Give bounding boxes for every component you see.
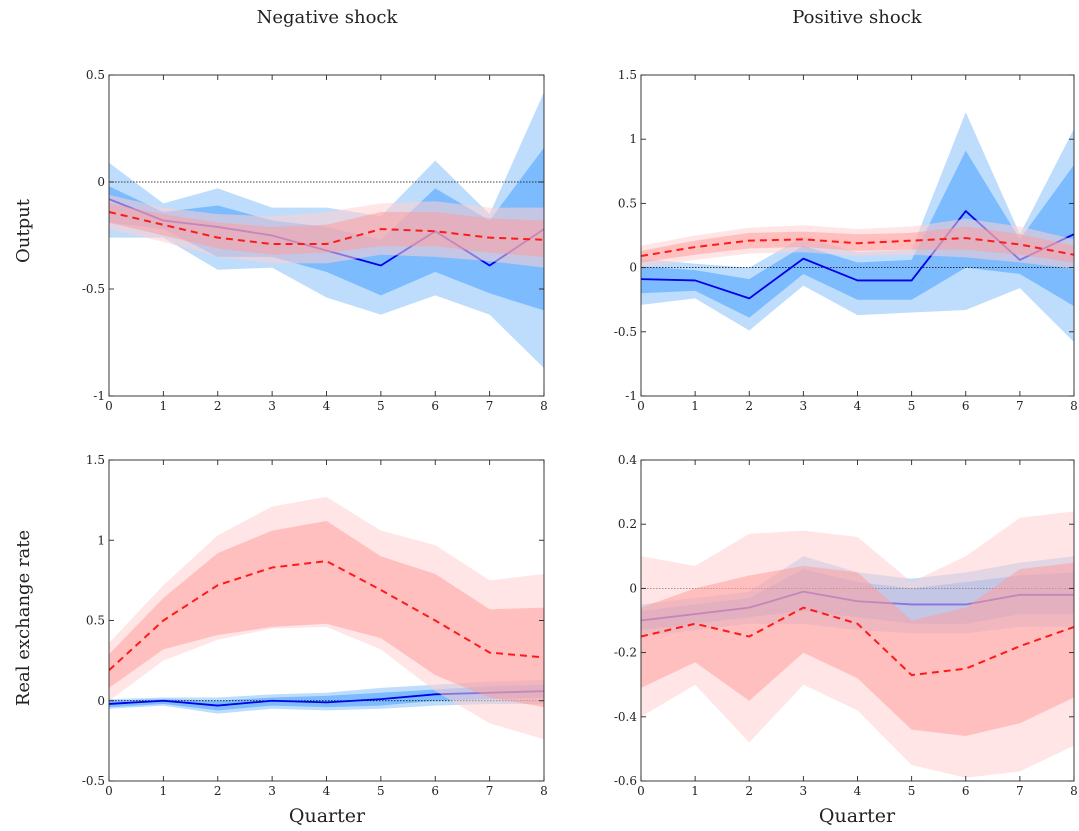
y-tick-label: 0.5 xyxy=(86,614,105,628)
x-tick-label: 3 xyxy=(268,399,276,413)
x-tick-label: 3 xyxy=(268,784,276,798)
y-tick-label: -0.2 xyxy=(614,646,637,660)
x-tick-label: 0 xyxy=(105,399,113,413)
x-tick-label: 0 xyxy=(105,784,113,798)
x-tick-label: 8 xyxy=(540,784,548,798)
row-title-output: Output xyxy=(13,198,34,263)
x-axis-label-left: Quarter xyxy=(289,805,366,827)
x-tick-label: 3 xyxy=(800,399,808,413)
panel-output-positive: -1 -0.5 0 0.5 1 1.5 0 1 2 3 4 5 6 7 8 xyxy=(614,68,1078,413)
panel-rer-negative: -0.500.511.50 1 2 3 4 5 6 7 8 xyxy=(82,453,548,798)
x-tick-label: 4 xyxy=(854,784,862,798)
y-tick-label: 0 xyxy=(97,175,105,189)
x-tick-label: 4 xyxy=(323,399,331,413)
x-tick-label: 5 xyxy=(377,399,385,413)
y-tick-label: 0.4 xyxy=(618,453,637,467)
x-tick-label: 0 xyxy=(637,399,645,413)
x-tick-label: 2 xyxy=(214,399,222,413)
y-tick-label: 0 xyxy=(629,261,637,275)
x-tick-label: 8 xyxy=(540,399,548,413)
x-tick-label: 6 xyxy=(431,784,439,798)
x-tick-label: 8 xyxy=(1070,784,1078,798)
x-tick-label: 4 xyxy=(323,784,331,798)
y-tick-label: 1 xyxy=(97,533,105,547)
red-band-inner xyxy=(641,226,1074,263)
y-tick-label: -0.5 xyxy=(82,282,105,296)
y-tick-label: -0.5 xyxy=(614,325,637,339)
blue-band-inner xyxy=(641,150,1074,318)
x-tick-label: 1 xyxy=(160,399,168,413)
y-tick-label: 1.5 xyxy=(86,453,105,467)
column-title-negative: Negative shock xyxy=(257,7,399,28)
x-tick-label: 1 xyxy=(160,784,168,798)
x-tick-label: 6 xyxy=(962,399,970,413)
x-tick-label: 6 xyxy=(431,399,439,413)
plot-area xyxy=(109,92,544,369)
y-tick-label: -0.4 xyxy=(614,710,638,724)
y-tick-label: 0 xyxy=(97,694,105,708)
x-tick-label: 5 xyxy=(377,784,385,798)
y-tick-label: 0.5 xyxy=(86,68,105,82)
y-tick-label: 0.5 xyxy=(618,196,637,210)
red-dashed-line xyxy=(109,210,544,246)
x-tick-label: 5 xyxy=(908,784,916,798)
y-tick-label: -1 xyxy=(625,389,637,403)
y-tick-label: 0.2 xyxy=(618,517,637,531)
x-tick-label: 7 xyxy=(486,784,494,798)
red-dashed-line xyxy=(641,606,1074,677)
column-title-positive: Positive shock xyxy=(792,7,922,28)
panel-rer-positive: -0.6 -0.4 -0.2 0 0.2 0.4 0 1 2 3 4 5 6 7 8 xyxy=(614,453,1078,798)
x-tick-label: 1 xyxy=(691,784,699,798)
x-tick-label: 1 xyxy=(691,399,699,413)
plot-area xyxy=(641,511,1074,778)
red-band-inner xyxy=(109,520,544,708)
y-tick-label: 1 xyxy=(629,132,637,146)
x-tick-label: 7 xyxy=(1016,399,1024,413)
y-tick-label: -1 xyxy=(93,389,105,403)
x-tick-label: 3 xyxy=(800,784,808,798)
x-tick-label: 2 xyxy=(214,784,222,798)
y-tick-label: -0.5 xyxy=(82,774,105,788)
red-dashed-line xyxy=(641,237,1074,258)
row-title-real-exchange-rate: Real exchange rate xyxy=(13,530,34,706)
x-tick-label: 0 xyxy=(637,784,645,798)
x-axis-label-right: Quarter xyxy=(819,805,896,827)
red-band-inner xyxy=(109,203,544,257)
x-tick-label: 4 xyxy=(854,399,862,413)
x-tick-label: 8 xyxy=(1070,399,1078,413)
y-tick-label: 1.5 xyxy=(618,68,637,82)
y-tick-label: 0 xyxy=(629,581,637,595)
plot-area xyxy=(641,112,1074,343)
x-tick-label: 2 xyxy=(745,784,753,798)
x-tick-label: 2 xyxy=(745,399,753,413)
x-tick-label: 5 xyxy=(908,399,916,413)
red-band-inner xyxy=(641,562,1074,737)
panel-output-negative: -1 -0.5 0 0.5 0 1 2 3 4 5 6 7 8 xyxy=(82,68,548,413)
x-tick-label: 6 xyxy=(962,784,970,798)
x-tick-label: 7 xyxy=(1016,784,1024,798)
plot-area xyxy=(109,496,544,740)
x-tick-label: 7 xyxy=(486,399,494,413)
y-tick-label: -0.6 xyxy=(614,774,637,788)
